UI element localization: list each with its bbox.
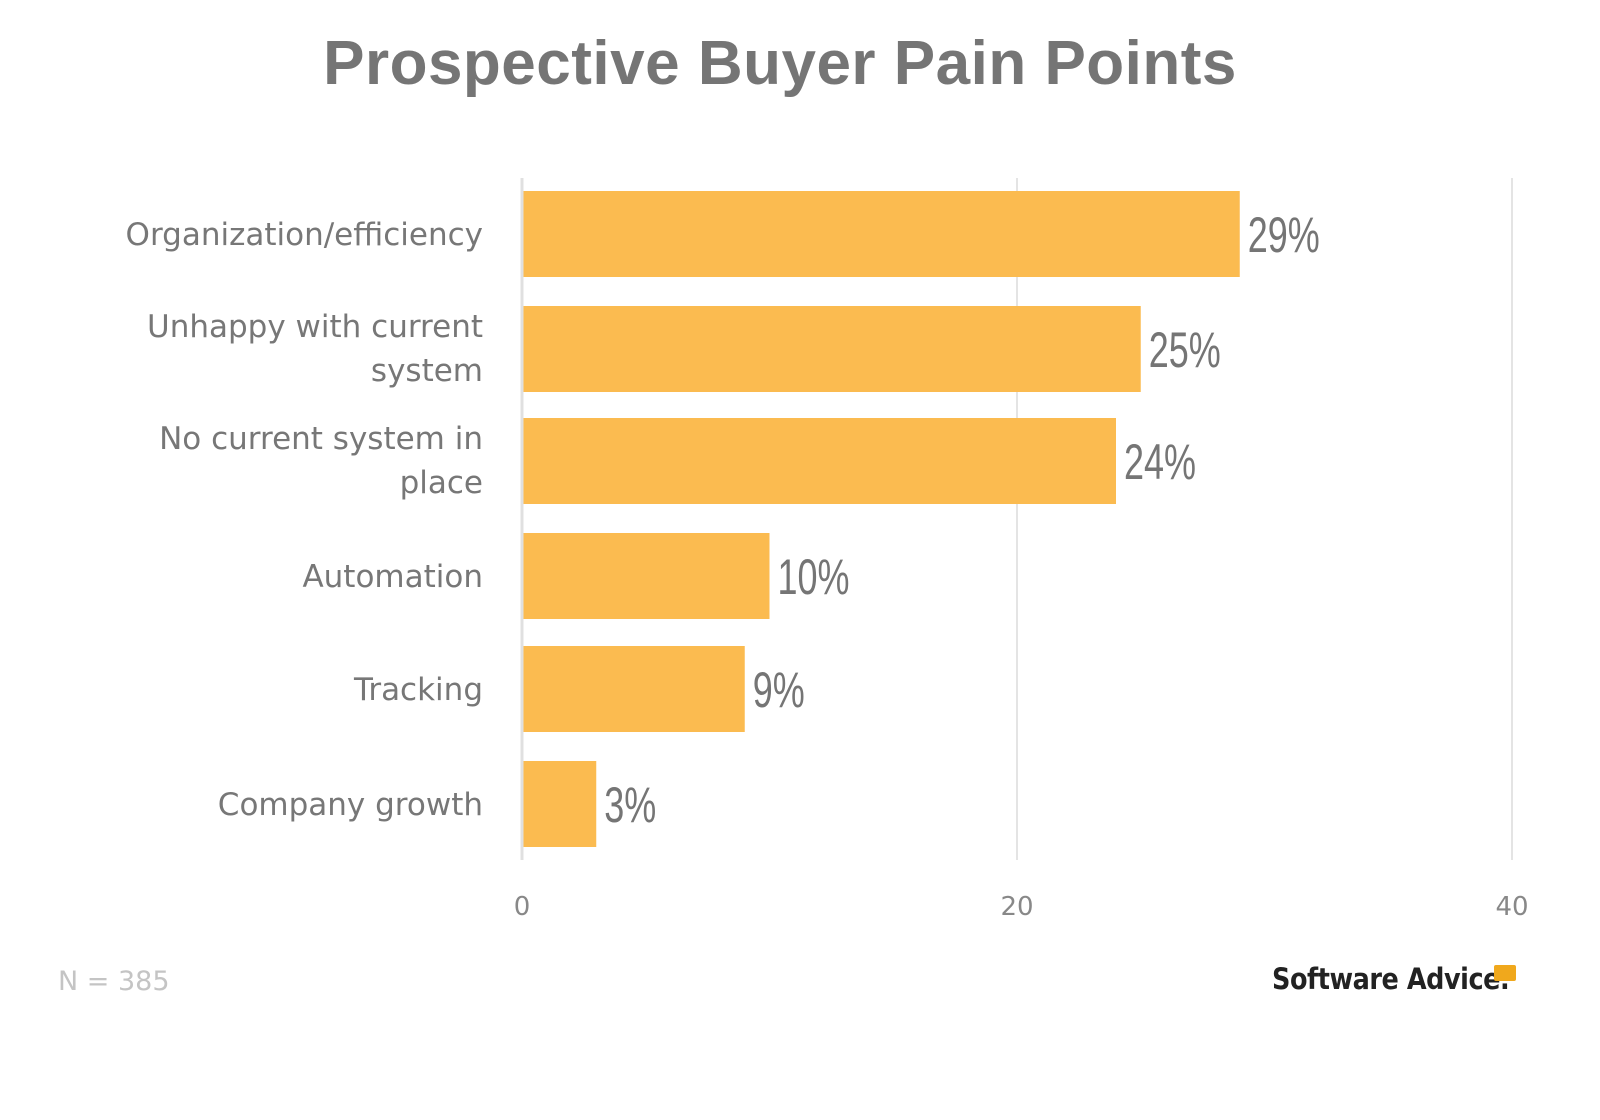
data-label: 3% (604, 778, 656, 833)
category-label-line: Unhappy with current (147, 309, 483, 345)
category-label-line: place (400, 465, 483, 501)
category-label: Company growth (218, 787, 483, 823)
data-label: 10% (778, 550, 850, 605)
category-label: Unhappy with current system (147, 309, 483, 389)
category-label: Automation (302, 559, 483, 595)
category-label: Organization/efficiency (126, 217, 483, 253)
software-advice-logo: Software Advice. (1272, 962, 1510, 996)
bar (523, 191, 1240, 277)
category-label-line: No current system in (159, 421, 483, 457)
bar (523, 418, 1116, 504)
x-tick-label: 40 (1495, 892, 1528, 922)
bar (523, 533, 770, 619)
category-label: No current system in place (159, 421, 483, 501)
category-label: Tracking (353, 672, 483, 708)
category-label-line: system (371, 353, 483, 389)
sample-size-note: N = 385 (58, 966, 170, 997)
x-tick-label: 20 (1000, 892, 1033, 922)
data-label: 29% (1248, 208, 1320, 263)
speech-bubble-icon (1494, 965, 1516, 981)
bar (523, 646, 745, 732)
bar (523, 306, 1141, 392)
chart-title: Prospective Buyer Pain Points (323, 29, 1237, 98)
data-label: 9% (753, 663, 805, 718)
bar (523, 761, 597, 847)
x-tick-label: 0 (514, 892, 531, 922)
data-label: 25% (1149, 323, 1221, 378)
data-label: 24% (1124, 435, 1196, 490)
